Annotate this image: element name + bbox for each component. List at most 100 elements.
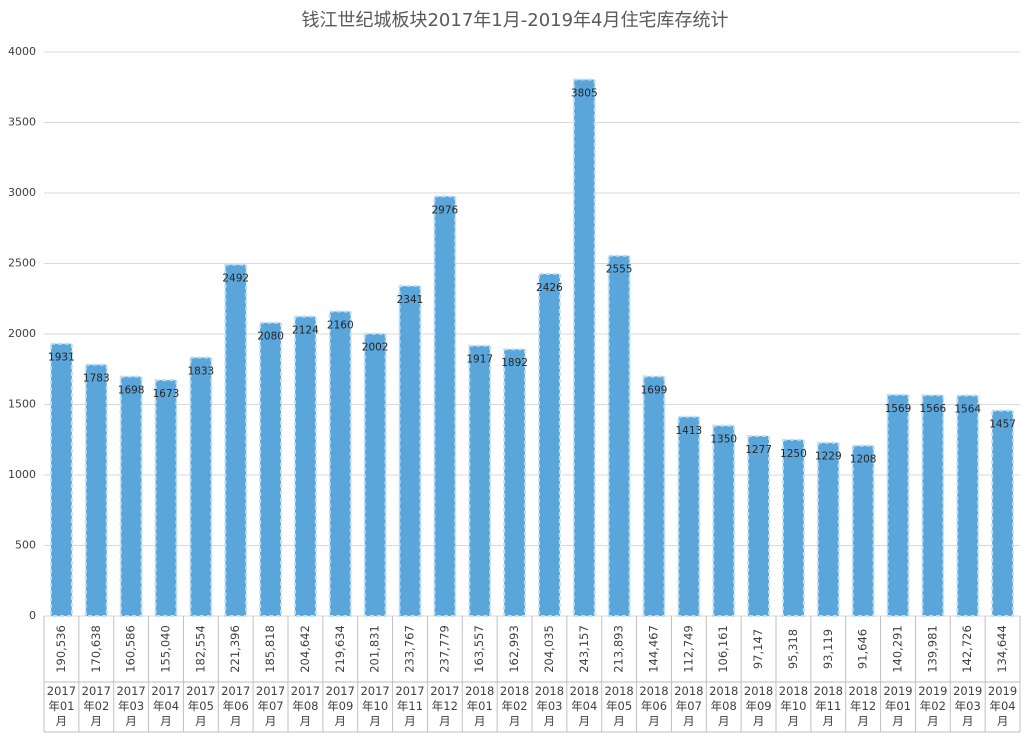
data-label: 3805 — [571, 87, 598, 99]
bar — [572, 78, 596, 618]
x-tick-label: 2017年09月 — [325, 684, 355, 728]
x-label-box: 2018年10月 — [778, 684, 809, 728]
bar — [956, 394, 980, 618]
x-tick-label: 2017年10月 — [360, 684, 390, 728]
y-tick-label: 3000 — [8, 186, 36, 199]
bar — [712, 424, 736, 617]
x-tick-label: 2018年04月 — [569, 684, 599, 728]
table-value: 139,981 — [925, 625, 939, 673]
y-tick-label: 0 — [29, 609, 36, 622]
bar — [259, 321, 283, 617]
x-label-box: 2017年11月 — [395, 684, 425, 728]
x-tick-label: 2018年11月 — [813, 684, 843, 728]
x-tick-label: 2017年05月 — [186, 684, 216, 728]
data-label: 2492 — [222, 273, 249, 285]
bar — [363, 332, 387, 617]
table-value: 182,554 — [193, 625, 207, 673]
table-value: 140,291 — [891, 625, 905, 673]
table-value: 134,644 — [995, 625, 1009, 673]
bar — [921, 394, 945, 617]
x-label-box: 2018年09月 — [743, 684, 774, 728]
bar — [468, 344, 492, 617]
data-label: 1931 — [48, 352, 75, 364]
bar — [747, 434, 771, 617]
x-label-box: 2018年11月 — [813, 684, 843, 728]
x-label-box: 2018年01月 — [465, 684, 495, 728]
bar — [503, 348, 527, 617]
table-value: 93,119 — [821, 629, 835, 669]
table-value: 160,586 — [124, 625, 138, 673]
table-value: 142,726 — [960, 625, 974, 673]
data-label: 1350 — [710, 434, 737, 446]
bar — [433, 195, 457, 617]
bar — [154, 379, 178, 617]
data-label: 2002 — [362, 342, 389, 354]
x-tick-label: 2019年03月 — [953, 684, 983, 728]
x-tick-label: 2017年02月 — [81, 684, 111, 728]
data-label: 1833 — [187, 366, 214, 378]
x-tick-label: 2018年03月 — [534, 684, 565, 728]
table-value: 91,646 — [856, 629, 870, 669]
bar — [677, 415, 701, 617]
table-value: 155,040 — [159, 625, 173, 673]
bar — [328, 310, 352, 617]
x-tick-label: 2018年10月 — [778, 684, 809, 728]
x-tick-label: 2019年02月 — [918, 684, 948, 728]
x-label-box: 2019年02月 — [918, 684, 948, 728]
table-value: 201,831 — [368, 625, 382, 673]
x-tick-label: 2017年04月 — [151, 684, 181, 728]
x-label-box: 2017年05月 — [186, 684, 216, 728]
bar — [189, 356, 213, 617]
x-tick-label: 2018年02月 — [499, 684, 530, 728]
data-label: 1250 — [780, 448, 807, 460]
x-label-box: 2019年01月 — [883, 684, 912, 728]
x-tick-label: 2017年03月 — [116, 684, 146, 728]
x-label-box: 2017年10月 — [360, 684, 390, 728]
x-tick-label: 2017年07月 — [255, 684, 286, 728]
x-label-box: 2017年09月 — [325, 684, 355, 728]
x-label-box: 2017年01月 — [46, 684, 77, 728]
data-label: 1673 — [153, 388, 180, 400]
data-label: 2124 — [292, 325, 319, 337]
table-value: 144,467 — [647, 625, 661, 673]
data-label: 1892 — [501, 357, 528, 369]
x-tick-label: 2017年06月 — [221, 684, 251, 728]
data-label: 1229 — [815, 451, 842, 463]
data-label: 2976 — [431, 204, 458, 216]
x-label-box: 2017年02月 — [81, 684, 111, 728]
table-value: 163,557 — [472, 625, 486, 673]
table-value: 95,318 — [786, 629, 800, 669]
bar — [607, 254, 631, 617]
data-label: 1698 — [118, 385, 145, 397]
bar — [293, 315, 317, 617]
x-label-box: 2017年07月 — [255, 684, 286, 728]
bar — [886, 393, 910, 617]
x-label-box: 2017年12月 — [430, 684, 459, 728]
bar — [537, 272, 561, 617]
x-tick-label: 2018年07月 — [674, 684, 704, 728]
x-label-box: 2019年03月 — [953, 684, 983, 728]
x-label-box: 2018年12月 — [848, 684, 878, 728]
x-label-box: 2019年04月 — [988, 684, 1017, 728]
data-label: 1564 — [954, 403, 981, 415]
table-value: 170,638 — [89, 625, 103, 673]
bar — [781, 438, 805, 617]
x-tick-label: 2018年12月 — [848, 684, 878, 728]
x-tick-label: 2017年01月 — [46, 684, 77, 728]
data-label: 2555 — [606, 264, 633, 276]
x-tick-label: 2018年01月 — [465, 684, 495, 728]
bar — [816, 441, 840, 617]
table-value: 162,993 — [507, 625, 521, 673]
data-label: 1413 — [675, 425, 702, 437]
x-tick-label: 2018年09月 — [743, 684, 774, 728]
x-tick-label: 2017年11月 — [395, 684, 425, 728]
y-tick-label: 500 — [15, 539, 36, 552]
x-label-box: 2018年06月 — [639, 684, 668, 728]
x-label-box: 2017年04月 — [151, 684, 181, 728]
y-tick-label: 1000 — [8, 468, 36, 481]
x-label-box: 2017年06月 — [221, 684, 251, 728]
data-label: 1917 — [466, 354, 493, 366]
x-tick-label: 2018年05月 — [604, 684, 634, 728]
data-label: 2341 — [397, 294, 424, 306]
